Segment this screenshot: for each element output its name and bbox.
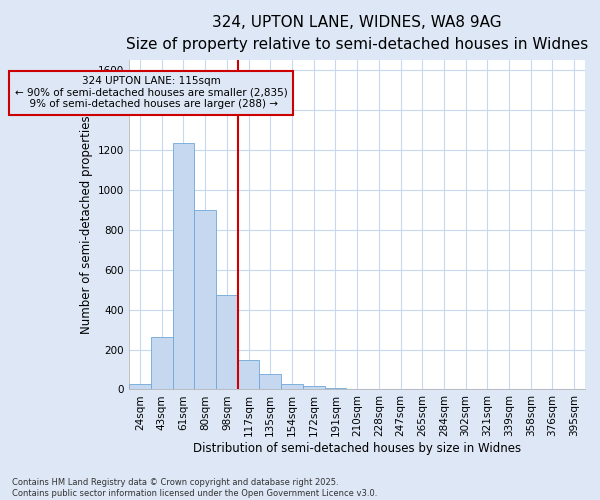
- Bar: [216, 294, 238, 390]
- Text: Contains HM Land Registry data © Crown copyright and database right 2025.
Contai: Contains HM Land Registry data © Crown c…: [12, 478, 377, 498]
- Bar: [129, 384, 151, 390]
- Title: 324, UPTON LANE, WIDNES, WA8 9AG
Size of property relative to semi-detached hous: 324, UPTON LANE, WIDNES, WA8 9AG Size of…: [126, 15, 588, 52]
- Bar: [259, 374, 281, 390]
- Bar: [325, 388, 346, 390]
- Text: 324 UPTON LANE: 115sqm
← 90% of semi-detached houses are smaller (2,835)
  9% of: 324 UPTON LANE: 115sqm ← 90% of semi-det…: [14, 76, 287, 110]
- Y-axis label: Number of semi-detached properties: Number of semi-detached properties: [80, 116, 92, 334]
- Bar: [238, 360, 259, 390]
- Bar: [194, 210, 216, 390]
- Bar: [281, 384, 303, 390]
- X-axis label: Distribution of semi-detached houses by size in Widnes: Distribution of semi-detached houses by …: [193, 442, 521, 455]
- Bar: [173, 143, 194, 390]
- Bar: [151, 336, 173, 390]
- Bar: [303, 386, 325, 390]
